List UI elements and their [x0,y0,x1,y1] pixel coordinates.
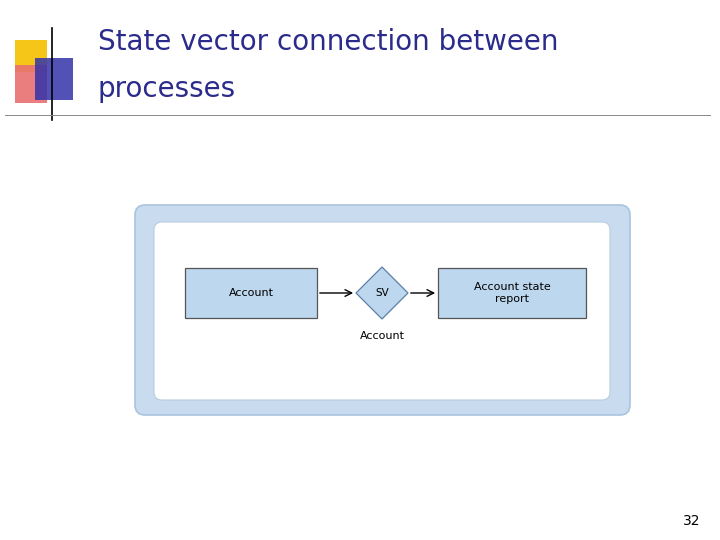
Polygon shape [356,267,408,319]
FancyBboxPatch shape [154,222,610,400]
Bar [15,65,47,103]
Text: 32: 32 [683,514,700,528]
FancyBboxPatch shape [135,205,630,415]
Bar [15,40,47,72]
Text: Account state
report: Account state report [474,282,550,304]
Text: Account: Account [228,288,274,298]
FancyBboxPatch shape [438,268,586,318]
Text: Account: Account [359,331,405,341]
Text: State vector connection between: State vector connection between [98,28,559,56]
Text: SV: SV [375,288,389,298]
Text: processes: processes [98,75,236,103]
Bar [35,58,73,100]
FancyBboxPatch shape [185,268,317,318]
